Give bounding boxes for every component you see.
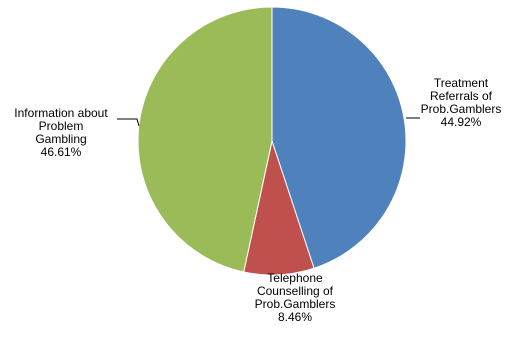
slice-value-label: 44.92%: [441, 115, 482, 129]
slice-name-line: Referrals of: [430, 89, 493, 103]
slice-name-line: Prob.Gamblers: [255, 297, 336, 311]
slice-name-line: Treatment: [434, 76, 489, 90]
slice-name-line: Problem: [39, 119, 84, 133]
slice-label-telephone-counselling: Telephone Counselling of Prob.Gamblers 8.46…: [255, 271, 336, 324]
slice-label-information-problem-gambling: Information about Problem Gambling 46.61%: [14, 106, 108, 159]
slice-label-treatment-referrals: Treatment Referrals of Prob.Gamblers 44.92%: [421, 76, 502, 129]
slice-name-line: Gambling: [35, 132, 86, 146]
slice-name-line: Prob.Gamblers: [421, 102, 502, 116]
slice-name-line: Information about: [14, 106, 108, 120]
slice-value-label: 46.61%: [41, 145, 82, 159]
leader-lines: [117, 117, 420, 127]
slice-value-label: 8.46%: [278, 310, 312, 324]
slice-name-line: Counselling of: [257, 284, 334, 298]
slice-labels: Treatment Referrals of Prob.Gamblers 44.92%…: [14, 76, 501, 324]
pie-slice-treatment-referrals: [271, 6, 407, 269]
slice-name-line: Telephone: [267, 271, 323, 285]
leader-line-information-problem-gambling: [117, 118, 140, 127]
pie-slice-information-problem-gambling: [137, 6, 273, 273]
pie-slices: [137, 6, 407, 276]
